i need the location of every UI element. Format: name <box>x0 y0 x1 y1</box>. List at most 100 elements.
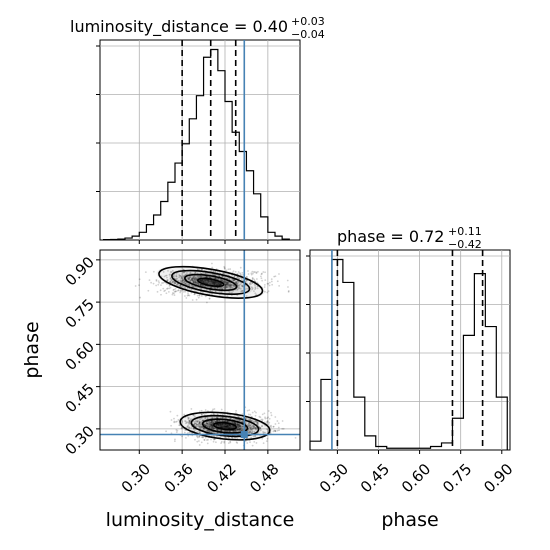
x-axis-label-phase: phase <box>381 509 438 531</box>
joint-sample-point <box>175 428 178 431</box>
joint-sample-point <box>236 423 239 426</box>
joint-sample-point <box>171 281 174 284</box>
joint-sample-point <box>229 424 232 427</box>
joint-sample-point <box>250 429 252 431</box>
joint-sample-point <box>194 420 197 423</box>
joint-sample-point <box>276 280 279 283</box>
joint-sample-point <box>214 281 217 284</box>
joint-sample-point <box>233 279 236 282</box>
joint-sample-point <box>183 271 186 274</box>
joint-sample-point <box>205 428 208 431</box>
cluster-upper-density-2 <box>181 273 241 292</box>
joint-sample-point <box>179 284 182 287</box>
joint-sample-point <box>203 439 206 441</box>
joint-sample-point <box>200 436 203 439</box>
joint-sample-point <box>217 423 220 426</box>
joint-sample-point <box>184 420 187 423</box>
joint-sample-point <box>187 277 190 280</box>
joint-sample-point <box>226 426 229 429</box>
joint-sample-point <box>194 428 197 431</box>
joint-sample-point <box>188 419 191 422</box>
joint-sample-point <box>190 278 193 281</box>
joint-sample-point <box>199 423 202 425</box>
joint-sample-point <box>211 266 214 269</box>
joint-sample-point <box>210 424 213 426</box>
joint-sample-point <box>167 269 169 272</box>
joint-sample-point <box>186 426 189 428</box>
joint-sample-point <box>220 279 223 281</box>
joint-sample-point <box>205 276 208 278</box>
joint-sample-point <box>249 431 251 433</box>
joint-sample-point <box>206 425 209 428</box>
joint-sample-point <box>264 431 267 434</box>
joint-sample-point <box>218 419 221 422</box>
joint-sample-point <box>257 270 259 273</box>
joint-sample-point <box>210 279 212 282</box>
joint-sample-point <box>260 418 263 421</box>
joint-sample-point <box>270 278 273 281</box>
joint-sample-point <box>268 421 271 424</box>
joint-sample-point <box>235 281 238 284</box>
joint-sample-point <box>196 435 199 438</box>
joint-sample-point <box>230 283 233 286</box>
joint-sample-point <box>229 285 231 287</box>
joint-sample-point <box>193 427 195 430</box>
cluster-upper-contour-2 <box>171 269 251 295</box>
joint-sample-point <box>273 275 276 278</box>
joint-sample-point <box>247 423 250 426</box>
joint-sample-point <box>236 422 239 425</box>
joint-sample-point <box>224 281 227 284</box>
joint-sample-point <box>236 282 238 285</box>
joint-sample-point <box>197 296 200 299</box>
joint-sample-point <box>214 283 216 286</box>
joint-sample-point <box>175 290 177 292</box>
phase-quantile-lines <box>336 250 484 450</box>
joint-sample-point <box>211 426 214 429</box>
joint-sample-point <box>236 423 239 426</box>
joint-sample-point <box>211 426 214 428</box>
joint-sample-point <box>163 290 166 292</box>
joint-sample-point <box>200 280 203 282</box>
joint-sample-point <box>209 283 212 286</box>
joint-sample-point <box>206 429 209 432</box>
joint-sample-point <box>210 422 213 425</box>
joint-sample-point <box>174 287 177 290</box>
joint-sample-point <box>274 430 277 433</box>
joint-sample-point <box>182 271 185 274</box>
joint-sample-point <box>240 420 243 423</box>
joint-sample-point <box>237 418 240 421</box>
joint-sample-point <box>259 426 262 429</box>
joint-sample-point <box>171 281 174 284</box>
joint-sample-point <box>210 421 212 424</box>
joint-sample-point <box>215 416 218 419</box>
joint-sample-point <box>221 423 224 426</box>
joint-sample-point <box>221 423 224 426</box>
joint-sample-point <box>194 280 197 283</box>
joint-sample-point <box>198 426 201 429</box>
joint-sample-point <box>224 284 227 286</box>
joint-sample-point <box>221 423 224 426</box>
joint-sample-point <box>225 423 227 426</box>
joint-sample-point <box>226 424 229 427</box>
joint-sample-point <box>192 281 195 284</box>
joint-sample-point <box>238 424 241 426</box>
joint-sample-point <box>152 270 155 273</box>
joint-sample-point <box>198 421 201 424</box>
joint-sample-point <box>148 279 151 282</box>
joint-sample-point <box>227 442 230 445</box>
joint-sample-point <box>194 271 197 274</box>
joint-sample-point <box>240 284 243 287</box>
joint-sample-point <box>181 279 184 282</box>
joint-sample-point <box>197 425 199 428</box>
joint-sample-point <box>167 290 170 293</box>
joint-sample-point <box>176 277 179 280</box>
joint-sample-point <box>254 292 257 295</box>
joint-sample-point <box>233 279 235 282</box>
joint-sample-point <box>205 429 208 432</box>
joint-sample-point <box>200 279 203 282</box>
joint-sample-point <box>226 295 229 298</box>
joint-sample-point <box>211 424 214 427</box>
joint-sample-point <box>254 284 256 287</box>
joint-sample-point <box>217 423 220 426</box>
joint-sample-point <box>254 420 257 423</box>
